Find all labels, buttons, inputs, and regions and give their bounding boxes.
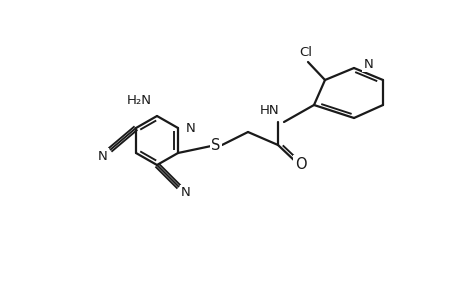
Text: S: S — [211, 137, 220, 152]
Text: HN: HN — [260, 103, 279, 116]
Text: N: N — [185, 122, 196, 134]
Text: N: N — [181, 187, 190, 200]
Text: O: O — [295, 157, 306, 172]
Text: N: N — [98, 149, 108, 163]
Text: H₂N: H₂N — [126, 94, 151, 106]
Text: Cl: Cl — [299, 46, 312, 59]
Text: N: N — [363, 58, 373, 70]
